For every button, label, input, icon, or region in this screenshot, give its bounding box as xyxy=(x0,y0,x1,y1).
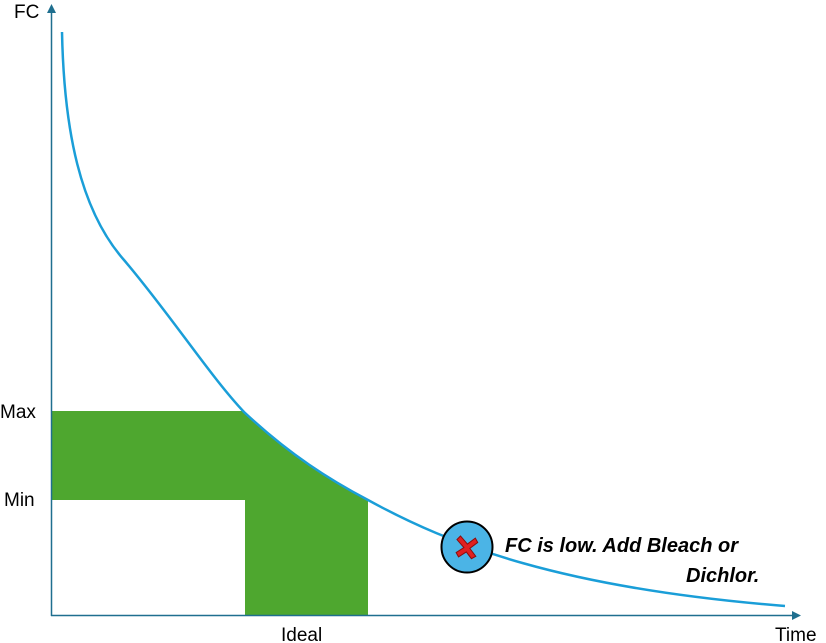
ideal-label: Ideal xyxy=(281,625,322,643)
x-mark-icon xyxy=(455,535,479,560)
y-axis-label: FC xyxy=(14,2,39,23)
ideal-column xyxy=(245,411,368,616)
x-axis xyxy=(51,611,801,620)
y-axis-arrow-icon xyxy=(47,4,56,13)
low-fc-marker xyxy=(440,520,494,574)
x-axis-arrow-icon xyxy=(792,611,801,620)
status-message-line2: Dichlor. xyxy=(686,565,759,587)
y-axis xyxy=(47,4,56,616)
x-axis-label: Time xyxy=(775,625,817,643)
fc-decay-curve xyxy=(60,31,786,608)
max-label: Max xyxy=(0,402,36,423)
ideal-zone xyxy=(52,411,368,616)
min-label: Min xyxy=(4,490,35,511)
status-message-line1: FC is low. Add Bleach or xyxy=(505,535,739,557)
